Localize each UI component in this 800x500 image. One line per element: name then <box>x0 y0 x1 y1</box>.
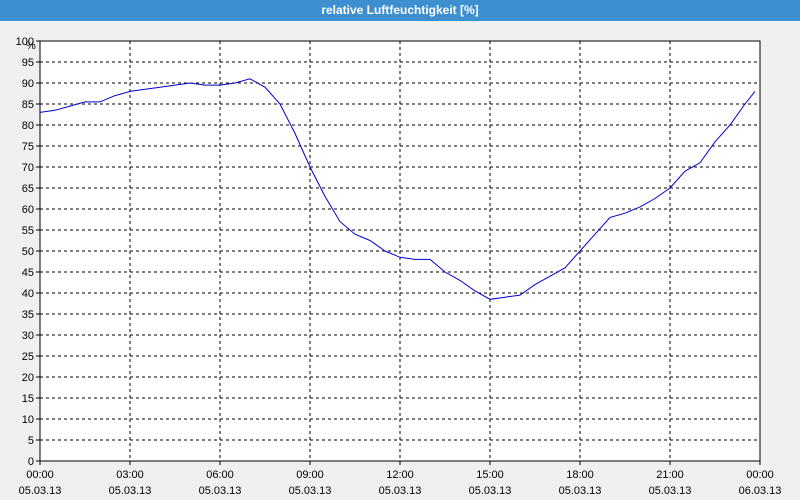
x-tick-date-label: 05.03.13 <box>199 485 242 497</box>
x-tick-time-label: 21:00 <box>656 469 684 481</box>
y-tick-label: 65 <box>22 183 34 195</box>
x-tick-date-label: 05.03.13 <box>109 485 152 497</box>
x-tick-time-label: 00:00 <box>746 469 774 481</box>
y-tick-label: 95 <box>22 57 34 69</box>
humidity-chart: 0 5 10 15 20 25 30 35 40 45 50 55 60 65 70 75 80 85 90 95 10… <box>16 36 782 497</box>
y-tick-label: 45 <box>22 267 34 279</box>
x-tick-date-label: 05.03.13 <box>379 485 422 497</box>
y-tick-label: 25 <box>22 351 34 363</box>
x-axis-ticks: 00:00 05.03.13 03:00 05.03.13 06:00 05.03.13 0… <box>19 461 782 497</box>
x-tick-date-label: 05.03.13 <box>19 485 62 497</box>
x-tick-date-label: 05.03.13 <box>469 485 512 497</box>
x-tick-date-label: 06.03.13 <box>739 485 782 497</box>
y-tick-label: 5 <box>28 435 34 447</box>
y-tick-label: 70 <box>22 162 34 174</box>
y-tick-label: 80 <box>22 120 34 132</box>
humidity-series-line <box>39 78 756 300</box>
y-tick-label: 85 <box>22 99 34 111</box>
x-tick-time-label: 12:00 <box>386 469 414 481</box>
x-tick-date-label: 05.03.13 <box>649 485 692 497</box>
x-tick-time-label: 00:00 <box>26 469 54 481</box>
y-tick-label: 100 <box>16 36 34 48</box>
grid-lines <box>40 41 760 461</box>
x-tick-date-label: 05.03.13 <box>559 485 602 497</box>
y-tick-label: 60 <box>22 204 34 216</box>
x-tick-date-label: 05.03.13 <box>289 485 332 497</box>
y-tick-label: 40 <box>22 288 34 300</box>
y-axis-unit-label: % <box>26 40 36 52</box>
x-tick-time-label: 09:00 <box>296 469 324 481</box>
chart-title: relative Luftfeuchtigkeit [%] <box>0 0 800 21</box>
x-tick-time-label: 18:00 <box>566 469 594 481</box>
y-tick-label: 30 <box>22 330 34 342</box>
x-tick-time-label: 06:00 <box>206 469 234 481</box>
x-tick-time-label: 15:00 <box>476 469 504 481</box>
y-tick-label: 15 <box>22 393 34 405</box>
y-tick-label: 75 <box>22 141 34 153</box>
y-tick-label: 0 <box>28 456 34 468</box>
y-tick-label: 90 <box>22 78 34 90</box>
y-axis-ticks: 0 5 10 15 20 25 30 35 40 45 50 55 60 65 70 75 80 85 90 95 10… <box>16 36 40 468</box>
y-tick-label: 35 <box>22 309 34 321</box>
x-tick-time-label: 03:00 <box>116 469 144 481</box>
y-tick-label: 20 <box>22 372 34 384</box>
y-tick-label: 55 <box>22 225 34 237</box>
y-tick-label: 10 <box>22 414 34 426</box>
y-tick-label: 50 <box>22 246 34 258</box>
